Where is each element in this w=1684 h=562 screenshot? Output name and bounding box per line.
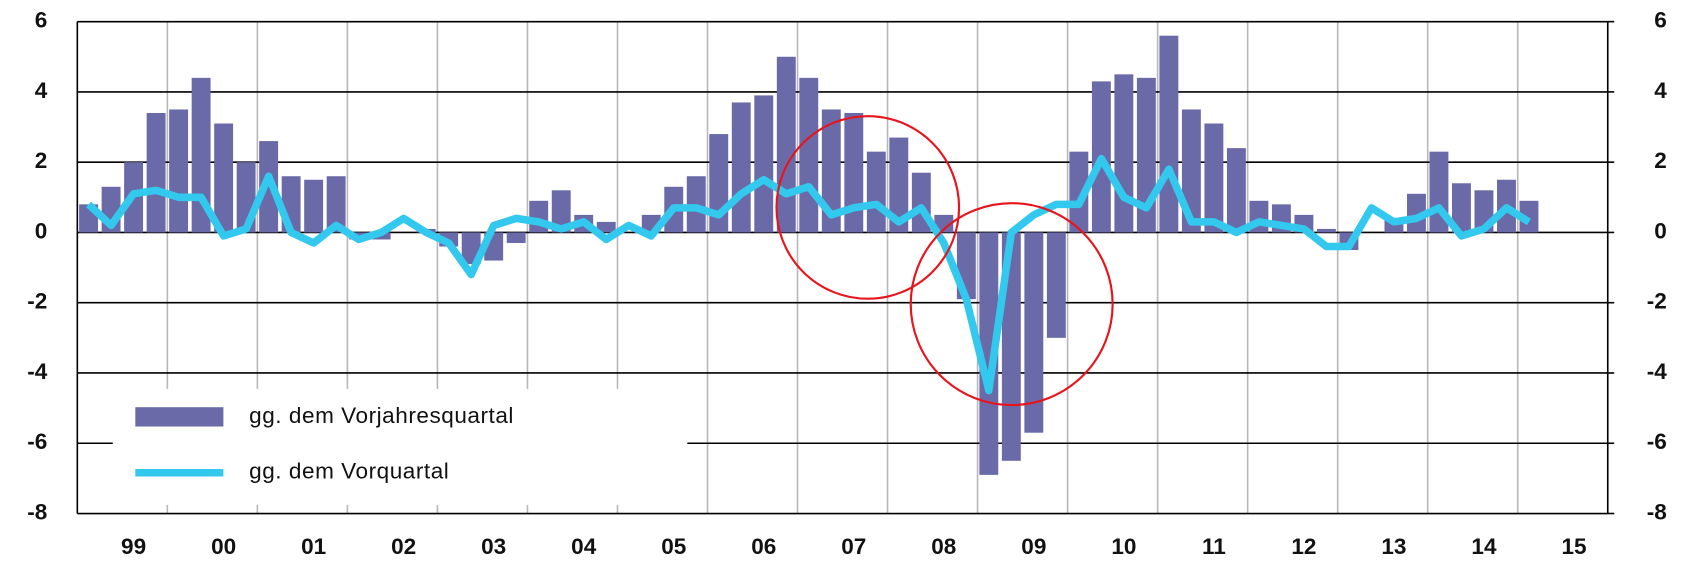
- bar: [866, 151, 886, 233]
- line: [86, 154, 1531, 395]
- bar: [1024, 232, 1044, 433]
- y-tick-label: -2: [27, 289, 47, 314]
- grid: [76, 20, 1615, 515]
- bar: [1452, 183, 1471, 233]
- bar: [1114, 74, 1134, 233]
- legend: gg. dem Vorjahresquartal gg. dem Vorquart…: [112, 388, 688, 505]
- y-tick-label: -4: [27, 359, 48, 384]
- y-tick-label: 4: [35, 78, 48, 103]
- legend-label: gg. dem Vorquartal: [249, 459, 449, 484]
- bar: [889, 137, 909, 233]
- highlight-circle: [775, 115, 961, 300]
- x-tick-label: 12: [1291, 534, 1316, 559]
- bar: [1069, 151, 1089, 233]
- x-tick-label: 10: [1111, 534, 1136, 559]
- bar: [1316, 228, 1336, 233]
- y2-tick-label: 2: [1654, 148, 1667, 173]
- bar: [934, 214, 954, 233]
- bar: [821, 109, 841, 233]
- y2-tick-label: -2: [1647, 289, 1667, 314]
- y-tick-label: 6: [35, 8, 48, 33]
- x-tick-label: 15: [1561, 534, 1586, 559]
- bar: [259, 141, 279, 233]
- y-tick-label: -6: [27, 429, 47, 454]
- y2-tick-label: 4: [1654, 78, 1667, 103]
- bar: [304, 179, 324, 233]
- x-tick-label: 08: [931, 534, 956, 559]
- bar: [1519, 200, 1539, 233]
- y2-tick-label: -6: [1647, 429, 1667, 454]
- x-tick-label: 09: [1021, 534, 1046, 559]
- y-tick-label: 2: [35, 148, 48, 173]
- bar: [1204, 123, 1224, 233]
- bar: [731, 102, 751, 233]
- bar: [551, 190, 571, 233]
- bar: [214, 123, 234, 233]
- x-tick-label: 07: [841, 534, 866, 559]
- x-tick-label: 13: [1381, 534, 1406, 559]
- x-tick-label: 11: [1202, 534, 1226, 559]
- bar: [1226, 148, 1246, 233]
- x-tick-label: 14: [1471, 534, 1497, 559]
- bar: [326, 176, 346, 233]
- bar: [754, 95, 774, 233]
- bar: [1159, 35, 1179, 233]
- marks: [79, 35, 1539, 475]
- x-tick-label: 06: [751, 534, 776, 559]
- y-tick-label: -8: [27, 499, 47, 524]
- y2-tick-label: 0: [1654, 218, 1667, 243]
- bar: [776, 56, 796, 233]
- y-tick-label: 0: [35, 218, 48, 243]
- x-tick-label: 01: [301, 534, 326, 559]
- y2-tick-label: -8: [1647, 499, 1667, 524]
- bar: [506, 232, 526, 243]
- bar: [799, 77, 819, 233]
- bar: [979, 232, 999, 475]
- legend-label: gg. dem Vorjahresquartal: [249, 403, 514, 428]
- bar: [169, 109, 189, 233]
- bar: [146, 112, 166, 233]
- x-tick-label: 00: [211, 534, 236, 559]
- bar: [596, 221, 616, 233]
- bar: [844, 112, 864, 233]
- bar: [1046, 232, 1066, 338]
- y2-tick-label: 6: [1654, 8, 1667, 33]
- x-tick-label: 05: [661, 534, 686, 559]
- x-tick-label: 02: [391, 534, 416, 559]
- x-tick-label: 99: [121, 534, 146, 559]
- y2-tick-label: -4: [1647, 359, 1668, 384]
- x-tick-label: 04: [571, 534, 597, 559]
- x-tick-label: 03: [481, 534, 506, 559]
- legend-swatch: [135, 407, 224, 427]
- highlight-circle: [909, 202, 1114, 407]
